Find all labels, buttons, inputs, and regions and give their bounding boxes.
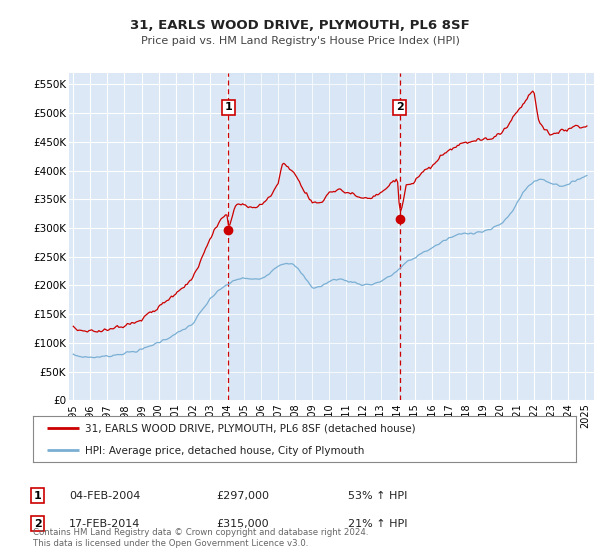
- Text: Contains HM Land Registry data © Crown copyright and database right 2024.
This d: Contains HM Land Registry data © Crown c…: [33, 528, 368, 548]
- Text: 31, EARLS WOOD DRIVE, PLYMOUTH, PL6 8SF (detached house): 31, EARLS WOOD DRIVE, PLYMOUTH, PL6 8SF …: [85, 424, 415, 434]
- Text: 1: 1: [224, 102, 232, 113]
- Text: £297,000: £297,000: [216, 491, 269, 501]
- Text: 2: 2: [34, 519, 41, 529]
- Text: 21% ↑ HPI: 21% ↑ HPI: [348, 519, 407, 529]
- Bar: [229, 73, 400, 400]
- Text: HPI: Average price, detached house, City of Plymouth: HPI: Average price, detached house, City…: [85, 446, 364, 456]
- Text: Price paid vs. HM Land Registry's House Price Index (HPI): Price paid vs. HM Land Registry's House …: [140, 36, 460, 46]
- Text: 53% ↑ HPI: 53% ↑ HPI: [348, 491, 407, 501]
- Text: 1: 1: [34, 491, 41, 501]
- Text: 31, EARLS WOOD DRIVE, PLYMOUTH, PL6 8SF: 31, EARLS WOOD DRIVE, PLYMOUTH, PL6 8SF: [130, 18, 470, 32]
- Text: 2: 2: [396, 102, 404, 113]
- Text: 04-FEB-2004: 04-FEB-2004: [69, 491, 140, 501]
- Text: 17-FEB-2014: 17-FEB-2014: [69, 519, 140, 529]
- Text: £315,000: £315,000: [216, 519, 269, 529]
